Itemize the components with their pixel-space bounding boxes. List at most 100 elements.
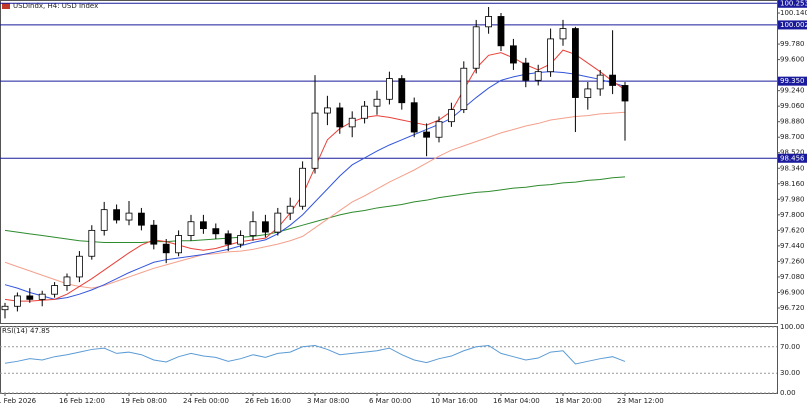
candle-body (509, 45, 517, 64)
candle-body (547, 38, 554, 73)
y-tick-label: 70.00 (780, 343, 800, 351)
y-tick-label: 98.520 (780, 149, 805, 157)
candle-body (274, 212, 282, 233)
candle-body (572, 28, 579, 98)
candle-body (361, 105, 369, 119)
candle-body (76, 255, 83, 278)
y-tick-label: 0.00 (780, 389, 796, 397)
candle-body (63, 276, 71, 286)
y-tick-label: 99.600 (780, 56, 805, 64)
x-tick-label: 23 Mar 12:00 (617, 397, 664, 405)
candle-body (398, 78, 406, 104)
x-tick-label: 10 Mar 16:00 (431, 397, 478, 405)
candle-body (113, 209, 120, 221)
candle-body (175, 235, 183, 254)
candle-body (212, 228, 220, 235)
x-tick-label: 1 Feb 2026 (0, 397, 37, 405)
candle-body (447, 109, 455, 123)
level-label: 100.002 (780, 21, 807, 29)
candle-body (88, 229, 96, 257)
y-tick-label: 97.080 (780, 273, 805, 281)
level-label: 99.350 (780, 77, 805, 85)
candle-body (13, 295, 21, 307)
x-tick-label: 16 Mar 04:00 (493, 397, 540, 405)
candle-body (38, 293, 46, 300)
rsi-title: RSI(14) 47.85 (2, 327, 50, 335)
candle-body (596, 74, 604, 90)
x-tick-label: 24 Feb 00:00 (183, 397, 229, 405)
level-label: 98.456 (780, 154, 805, 162)
moving-average (4, 111, 626, 289)
y-tick-label: 99.240 (780, 87, 805, 95)
candle-body (323, 107, 331, 114)
candle-body (137, 212, 145, 226)
y-tick-label: 97.260 (780, 257, 805, 265)
candle-body (485, 16, 493, 28)
candle-body (410, 102, 418, 133)
candle-body (584, 88, 592, 98)
candle-body (621, 85, 629, 102)
x-tick-label: 26 Feb 16:00 (245, 397, 291, 405)
y-tick-label: 99.060 (780, 102, 805, 110)
candle-body (497, 16, 505, 47)
candle-body (435, 121, 443, 138)
candle-body (1, 305, 9, 311)
y-tick-label: 100.00 (780, 323, 805, 331)
y-tick-label: 99.780 (780, 40, 805, 48)
candle-body (385, 78, 393, 100)
y-tick-label: 98.700 (780, 133, 805, 141)
level-label-box (778, 20, 807, 30)
y-tick-label: 98.160 (780, 180, 805, 188)
main-panel (0, 0, 778, 324)
y-tick-label: 97.440 (780, 242, 805, 250)
candle-body (311, 112, 319, 169)
candle-body (373, 98, 381, 107)
y-tick-label: 97.980 (780, 195, 805, 203)
level-label-box (778, 153, 807, 163)
candle-body (522, 62, 530, 81)
y-tick-label: 97.800 (780, 211, 805, 219)
candle-body (150, 224, 158, 245)
candle-body (199, 221, 207, 230)
candle-body (51, 285, 58, 295)
candle-body (534, 71, 542, 81)
level-label-box (778, 0, 807, 8)
moving-average (4, 71, 626, 300)
y-tick-label: 98.340 (780, 164, 805, 172)
candle-body (261, 221, 269, 233)
x-tick-label: 18 Mar 20:00 (555, 397, 602, 405)
y-tick-label: 96.900 (780, 288, 805, 296)
candle-body (100, 209, 108, 231)
symbol-icon (2, 3, 10, 9)
y-tick-label: 96.720 (780, 304, 805, 312)
candle-body (162, 243, 170, 254)
x-tick-label: 6 Mar 00:00 (369, 397, 411, 405)
candle-body (187, 221, 195, 236)
candle-body (423, 131, 431, 138)
candle-body (460, 67, 468, 111)
candle-body (249, 221, 257, 236)
y-tick-label: 98.880 (780, 118, 805, 126)
candle-body (336, 107, 344, 128)
candle-body (286, 205, 294, 214)
level-label: 100.253 (780, 0, 807, 7)
moving-average (4, 176, 626, 243)
y-tick-label: 97.620 (780, 226, 805, 234)
x-tick-label: 3 Mar 08:00 (307, 397, 349, 405)
candle-body (559, 28, 567, 40)
rsi-panel (0, 326, 778, 394)
candle-body (472, 26, 480, 69)
candle-body (224, 233, 232, 245)
candle-body (348, 117, 356, 128)
rsi-line (4, 344, 626, 365)
level-label-box (778, 76, 807, 86)
y-tick-label: 100.140 (780, 9, 807, 17)
candle-body (299, 167, 307, 207)
x-tick-label: 19 Feb 08:00 (121, 397, 167, 405)
chart-title: USDIndx, H4: USD Index (13, 2, 98, 10)
candle-body (125, 212, 133, 221)
candle-body (609, 74, 616, 86)
candle-body (237, 235, 245, 245)
candle-body (26, 295, 34, 300)
